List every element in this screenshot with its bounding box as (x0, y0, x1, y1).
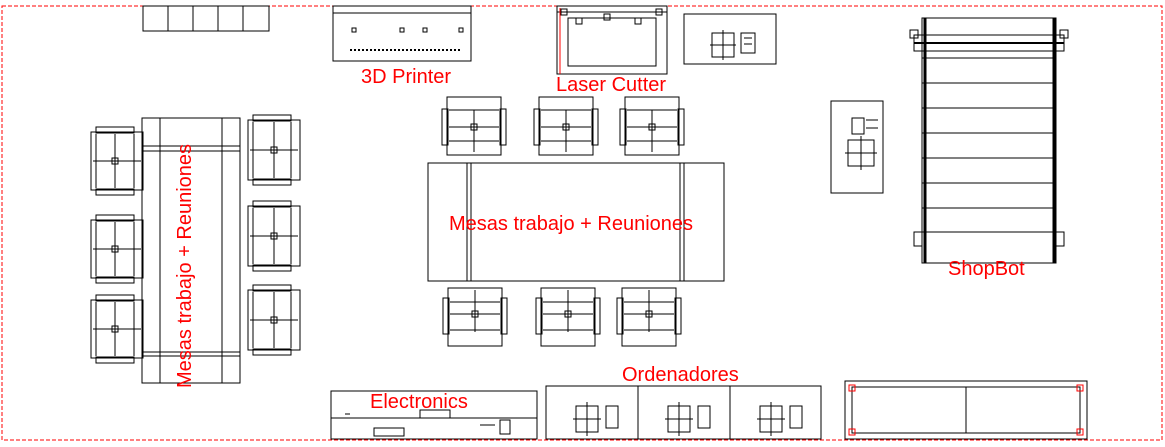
furniture (90, 5, 1088, 440)
shopbot-cnc (909, 17, 1069, 264)
label-laser-cutter: Laser Cutter (556, 74, 666, 96)
chair-right-3 (247, 284, 301, 356)
left-meeting-table (141, 117, 241, 384)
chair-right-1 (247, 114, 301, 186)
label-mesas-left: Mesas trabajo + Reuniones (174, 144, 196, 388)
workbench (844, 380, 1088, 440)
label-mesas-center: Mesas trabajo + Reuniones (449, 213, 693, 235)
computer-desks (545, 385, 822, 440)
label-3d-printer: 3D Printer (361, 66, 451, 88)
chair-bottom-2 (535, 287, 601, 347)
chair-bottom-1 (442, 287, 508, 347)
chair-right-2 (247, 200, 301, 272)
label-shopbot: ShopBot (948, 258, 1025, 280)
chair-top-3 (619, 96, 685, 156)
center-meeting-table (427, 162, 725, 282)
laser-cutter (556, 5, 668, 75)
chair-top-1 (441, 96, 507, 156)
laser-computer-desk (683, 13, 777, 65)
storage-cabinets (142, 5, 270, 32)
label-electronics: Electronics (370, 391, 468, 413)
chair-left-2 (90, 214, 144, 284)
label-ordenadores: Ordenadores (622, 364, 739, 386)
chair-left-1 (90, 126, 144, 196)
chair-bottom-3 (616, 287, 682, 347)
3d-printer-bench (332, 5, 472, 62)
shopbot-computer-desk (830, 100, 884, 194)
chair-left-3 (90, 294, 144, 364)
chair-top-2 (533, 96, 599, 156)
electronics-bench (330, 390, 538, 440)
